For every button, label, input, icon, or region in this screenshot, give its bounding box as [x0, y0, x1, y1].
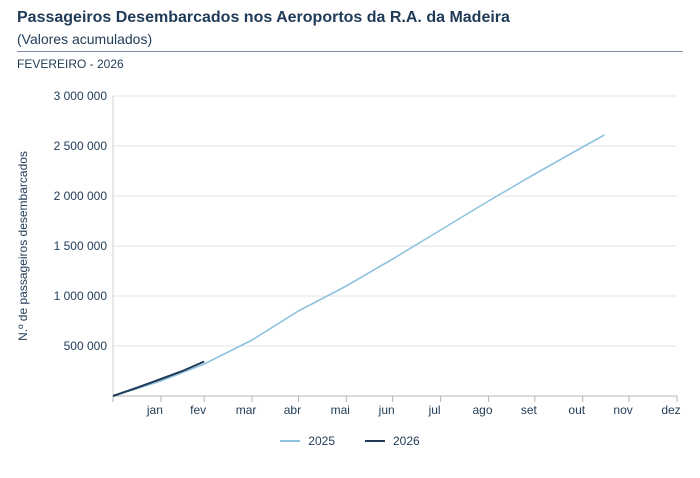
x-tick-label: set	[521, 403, 538, 417]
chart-subtitle: (Valores acumulados)	[17, 31, 153, 47]
y-tick-label: 2 500 000	[54, 139, 108, 153]
line-chart: 500 000 1 000 000 1 500 000 2 000 000 2 500 …	[16, 89, 681, 417]
x-tick-label: mar	[236, 403, 257, 417]
x-tick-label: ago	[472, 403, 492, 417]
x-tick-label: jun	[378, 403, 395, 417]
x-tick-label: dez	[661, 403, 680, 417]
x-tick-label: mai	[331, 403, 350, 417]
y-tick-label: 3 000 000	[54, 89, 108, 103]
y-tick-label: 500 000	[64, 339, 108, 353]
x-tick-label: jan	[146, 403, 163, 417]
legend-item-2026[interactable]: 2026	[365, 434, 420, 448]
legend-swatch-2026	[365, 440, 385, 442]
legend-swatch-2025	[280, 440, 301, 442]
legend-item-2025[interactable]: 2025	[280, 434, 335, 448]
y-tick-label: 1 500 000	[54, 239, 108, 253]
y-tick-label: 1 000 000	[54, 289, 108, 303]
y-tick-label: 2 000 000	[54, 189, 108, 203]
x-tick-label: out	[568, 403, 585, 417]
series-line-2025	[112, 134, 605, 397]
header-divider	[17, 51, 683, 52]
legend: 2025 2026	[0, 434, 700, 448]
series-line-2026	[112, 360, 205, 397]
x-tick-label: nov	[613, 403, 632, 417]
x-tick-label: jul	[428, 403, 441, 417]
y-axis-title: N.º de passageiros desembarcados	[16, 151, 30, 341]
x-tick-label: abr	[284, 403, 301, 417]
chart-title: Passageiros Desembarcados nos Aeroportos…	[17, 9, 510, 26]
legend-label-2025: 2025	[308, 434, 335, 448]
period-label: FEVEREIRO - 2026	[17, 57, 124, 71]
x-tick-label: fev	[190, 403, 206, 417]
legend-label-2026: 2026	[393, 434, 420, 448]
chart-header: Passageiros Desembarcados nos Aeroportos…	[17, 8, 683, 50]
